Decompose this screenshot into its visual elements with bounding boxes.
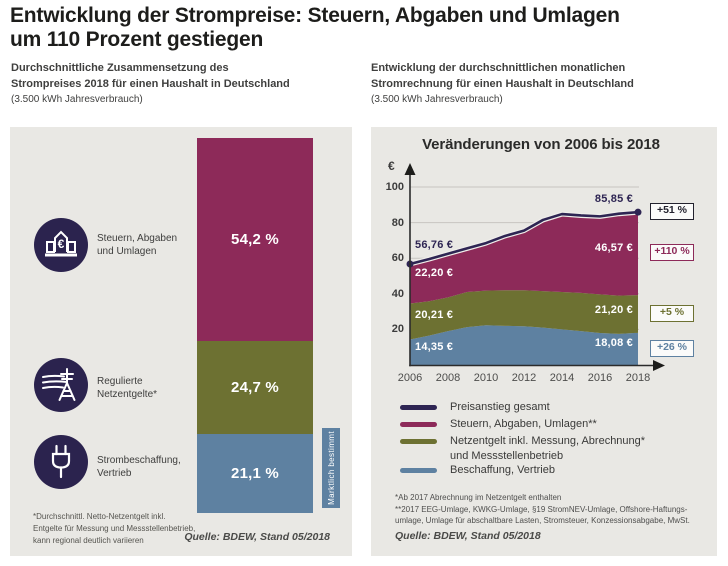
- x-tick-2016: 2016: [587, 372, 613, 384]
- legend-label: Steuern, Abgaben, Umlagen**: [450, 418, 597, 430]
- grid-start-value: 20,21 €: [415, 309, 454, 321]
- supply-line-swatch: [400, 468, 437, 473]
- bar-segment-value: 54,2 %: [231, 231, 279, 249]
- bar-segment-1: 24,7 %: [197, 341, 313, 434]
- taxes-end-value: 46,57 €: [594, 242, 633, 254]
- right-footnote-2: **2017 EEG-Umlage, KWKG-Umlage, §19 Stro…: [395, 505, 690, 525]
- left-chart-subtitle: Durchschnittliche Zusammensetzung des St…: [11, 62, 290, 90]
- right-source: Quelle: BDEW, Stand 05/2018: [395, 530, 541, 542]
- x-tick-2006: 2006: [397, 372, 423, 384]
- development-panel: Veränderungen von 2006 bis 2018 € 100 80…: [371, 127, 717, 556]
- market-determined-tab: Marktlich bestimmt: [322, 428, 340, 508]
- bar-segment-0: 54,2 %: [197, 138, 313, 342]
- total-line-swatch: [400, 405, 437, 410]
- x-tick-2014: 2014: [549, 372, 575, 384]
- market-determined-label: Marktlich bestimmt: [326, 431, 336, 505]
- y-axis-unit-label: €: [388, 159, 395, 173]
- stacked-area-chart: [404, 163, 665, 371]
- bar-segment-value: 21,1 %: [231, 464, 279, 482]
- x-tick-2010: 2010: [473, 372, 499, 384]
- bank-euro-icon: €: [34, 218, 88, 272]
- grid-line-swatch: [400, 439, 437, 444]
- legend-label: Preisanstieg gesamt: [450, 401, 550, 413]
- taxes-line-swatch: [400, 422, 437, 427]
- taxes-row-label: Steuern, Abgaben und Umlagen: [97, 233, 178, 257]
- power-plug-icon: [34, 435, 88, 489]
- supply-start-value: 14,35 €: [415, 341, 454, 353]
- left-source: Quelle: BDEW, Stand 05/2018: [184, 531, 330, 543]
- taxes-change-badge: +110 %: [650, 244, 694, 261]
- svg-text:€: €: [58, 237, 65, 251]
- legend-label: Netzentgelt inkl. Messung, Abrechnung* u…: [450, 435, 646, 462]
- right-consumption-note: (3.500 kWh Jahresverbrauch): [371, 94, 503, 105]
- legend-item-grid: Netzentgelt inkl. Messung, Abrechnung* u…: [400, 434, 645, 463]
- power-pylon-icon: [34, 358, 88, 412]
- supply-row-label: Strombeschaffung, Vertrieb: [97, 455, 181, 479]
- left-consumption-note: (3.500 kWh Jahresverbrauch): [11, 94, 143, 105]
- x-tick-2008: 2008: [435, 372, 461, 384]
- page-title: Entwicklung der Strompreise: Steuern, Ab…: [10, 4, 620, 51]
- composition-panel: € Steuern, Abgaben und Umlagen Reguliert…: [10, 127, 352, 556]
- x-tick-2012: 2012: [511, 372, 537, 384]
- y-tick-60: 60: [391, 252, 404, 264]
- price-composition-stacked-bar: 54,2 % 24,7 % 21,1 %: [197, 138, 313, 513]
- area-chart-title: Veränderungen von 2006 bis 2018: [422, 136, 660, 153]
- left-footnote: *Durchschnittl. Netto-Netzentgelt inkl. …: [33, 512, 196, 545]
- total-end-value: 85,85 €: [594, 193, 633, 205]
- y-tick-40: 40: [391, 288, 404, 300]
- x-tick-2018: 2018: [625, 372, 651, 384]
- taxes-start-value: 22,20 €: [415, 267, 454, 279]
- legend-item-taxes: Steuern, Abgaben, Umlagen**: [400, 417, 597, 432]
- right-chart-subtitle: Entwicklung der durchschnittlichen monat…: [371, 62, 634, 90]
- grid-change-badge: +5 %: [650, 305, 694, 322]
- y-tick-80: 80: [391, 217, 404, 229]
- legend-item-supply: Beschaffung, Vertrieb: [400, 463, 555, 478]
- legend-label: Beschaffung, Vertrieb: [450, 464, 555, 476]
- total-change-badge: +51 %: [650, 203, 694, 220]
- bar-segment-2: 21,1 %: [197, 433, 313, 513]
- legend-item-total: Preisanstieg gesamt: [400, 400, 550, 415]
- grid-fees-row-label: Regulierte Netzentgelte*: [97, 376, 158, 400]
- grid-end-value: 21,20 €: [594, 304, 633, 316]
- supply-end-value: 18,08 €: [594, 337, 633, 349]
- bar-segment-value: 24,7 %: [231, 379, 279, 397]
- y-tick-20: 20: [391, 323, 404, 335]
- total-start-value: 56,76 €: [415, 239, 454, 251]
- right-footnote-1: *Ab 2017 Abrechnung im Netzentgelt entha…: [395, 493, 562, 502]
- y-tick-100: 100: [385, 181, 404, 193]
- supply-change-badge: +26 %: [650, 340, 694, 357]
